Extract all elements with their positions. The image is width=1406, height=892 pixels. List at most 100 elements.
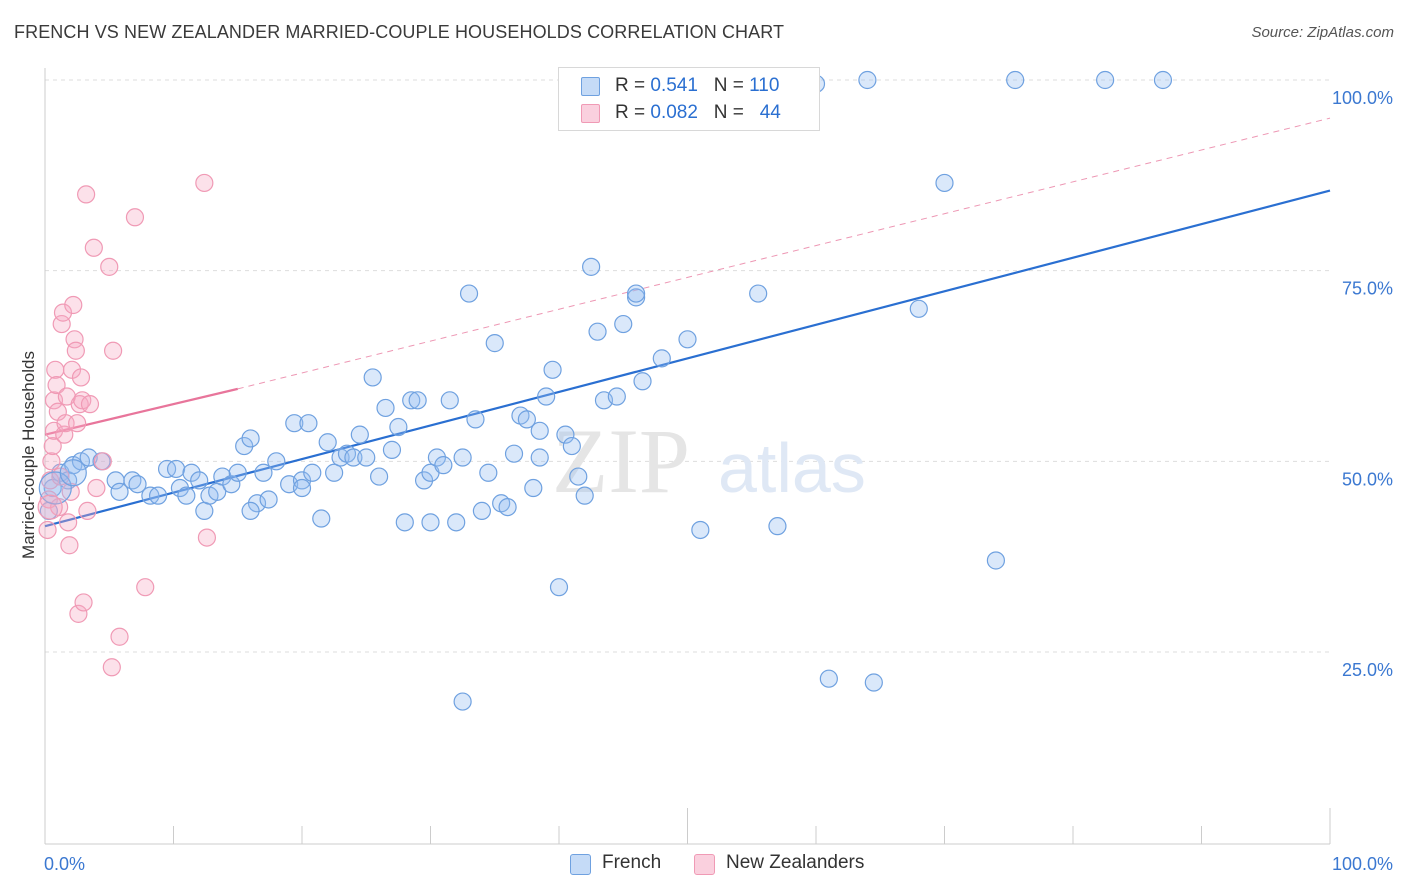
data-point-french (1153, 70, 1173, 90)
data-point-french (395, 513, 414, 532)
data-point-french (128, 475, 147, 494)
x-tick-label: 0.0% (44, 854, 85, 874)
data-point-french (504, 444, 524, 463)
data-point-french (575, 486, 594, 505)
data-point-french (222, 475, 241, 494)
data-point-french (530, 421, 549, 440)
data-point-french (247, 494, 267, 513)
bottom-legend-swatch-nz (694, 854, 715, 875)
trendline-french (44, 189, 1331, 528)
data-point-french (909, 299, 928, 318)
y-tick-label: 50.0% (1342, 469, 1393, 489)
legend-n-value-french: 110 (749, 75, 780, 96)
data-point-french (447, 513, 466, 532)
data-point-nz (74, 593, 93, 612)
data-point-french (382, 440, 402, 459)
legend-r-value-french: 0.541 (650, 75, 698, 96)
data-point-french (537, 387, 556, 406)
data-point-french (235, 436, 254, 456)
data-point-french (182, 463, 201, 482)
data-point-french (408, 391, 427, 410)
data-point-nz (102, 658, 121, 677)
data-point-french (479, 463, 498, 482)
data-point-french (556, 425, 575, 444)
data-point-nz (110, 627, 129, 646)
data-point-french (582, 257, 601, 276)
data-point-nz (60, 536, 79, 555)
data-point-french (370, 467, 389, 486)
data-point-french (626, 284, 646, 303)
data-point-french (517, 410, 536, 429)
x-tick-label: 100.0% (1332, 854, 1393, 874)
data-point-french (177, 486, 196, 505)
data-point-french (485, 334, 504, 353)
data-point-french (389, 417, 408, 437)
data-point-nz (66, 341, 85, 360)
data-point-french (254, 463, 273, 482)
data-point-french (267, 452, 286, 471)
data-point-french (190, 471, 209, 490)
data-point-french (421, 513, 440, 532)
source-label: Source: ZipAtlas.com (1251, 24, 1394, 41)
legend-r-label: R = (615, 102, 651, 123)
data-point-french (562, 436, 581, 456)
data-point-nz (53, 303, 73, 322)
data-point-french (427, 448, 447, 467)
data-point-french (472, 501, 491, 521)
data-point-nz (68, 414, 87, 433)
data-point-french (530, 448, 549, 467)
data-point-french (241, 501, 260, 521)
trendline-nz (44, 387, 239, 436)
data-point-french (292, 478, 312, 498)
data-point-nz (64, 295, 83, 315)
data-point-french (292, 471, 312, 490)
data-point-nz (100, 257, 119, 276)
data-point-nz (78, 501, 97, 521)
data-point-nz (47, 375, 66, 395)
chart-title: FRENCH VS NEW ZEALANDER MARRIED-COUPLE H… (14, 22, 785, 42)
data-point-nz (84, 238, 103, 257)
data-point-nz (71, 368, 91, 387)
trendline-nz (237, 117, 1331, 390)
data-point-nz (125, 208, 145, 227)
data-point-nz (43, 436, 62, 456)
data-point-nz (136, 578, 155, 597)
data-point-nz (37, 494, 63, 520)
data-point-french (363, 368, 382, 387)
data-point-nz (38, 520, 57, 540)
data-point-nz (87, 478, 106, 498)
data-point-french (402, 391, 421, 410)
y-tick-label: 75.0% (1342, 279, 1393, 299)
data-point-french (864, 673, 883, 692)
data-point-french (459, 284, 479, 303)
data-point-nz (59, 513, 78, 532)
bottom-legend-label-nz: New Zealanders (726, 852, 865, 873)
data-point-french (524, 478, 543, 498)
watermark-atlas: atlas (718, 429, 866, 507)
data-point-french (141, 486, 160, 505)
bottom-legend-swatch-french (570, 854, 591, 875)
data-point-french (626, 288, 646, 307)
data-point-french (344, 448, 363, 467)
legend-r-value-nz: 0.082 (650, 102, 698, 123)
legend-n-label: N = (713, 102, 750, 123)
data-point-nz (93, 452, 112, 471)
legend-n-label: N = (713, 75, 750, 96)
data-point-french (285, 414, 304, 433)
data-point-french (498, 497, 517, 517)
correlation-legend: R = 0.541 N = 110 R = 0.082 N = 44 (558, 67, 820, 131)
data-point-french (749, 284, 768, 303)
data-point-french (453, 692, 472, 711)
data-point-french (350, 425, 369, 444)
data-point-french (110, 482, 129, 501)
data-point-french (569, 467, 588, 486)
legend-n-value-nz: 44 (759, 102, 781, 123)
data-point-french (357, 448, 376, 467)
data-point-french (549, 578, 569, 597)
y-tick-label: 100.0% (1332, 88, 1393, 108)
data-point-nz (42, 452, 61, 471)
data-point-french (166, 459, 186, 479)
data-point-nz (77, 185, 96, 204)
y-tick-label: 25.0% (1342, 660, 1393, 680)
data-point-french (614, 314, 633, 334)
